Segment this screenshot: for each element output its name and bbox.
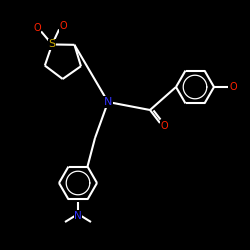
- Text: N: N: [74, 211, 82, 221]
- Text: O: O: [59, 22, 67, 32]
- Text: O: O: [33, 24, 41, 34]
- Text: N: N: [104, 97, 112, 107]
- Text: S: S: [48, 40, 56, 50]
- Text: O: O: [160, 121, 168, 131]
- Text: O: O: [229, 82, 237, 92]
